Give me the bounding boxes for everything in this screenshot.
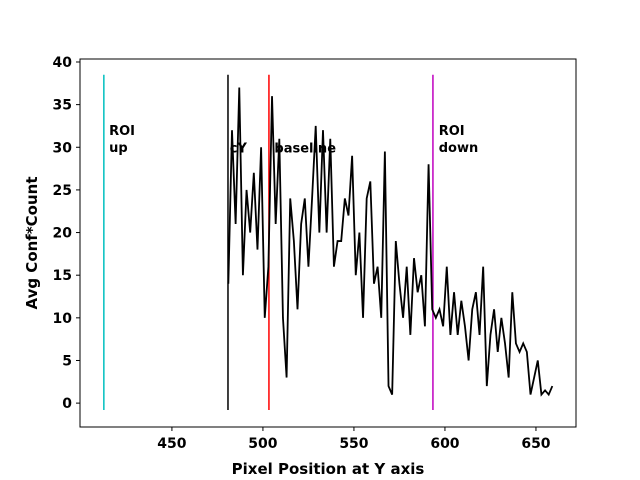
x-axis-label: Pixel Position at Y axis	[232, 460, 425, 478]
y-tick-label: 0	[62, 396, 72, 412]
data-line	[227, 87, 554, 397]
y-axis-label: Avg Conf*Count	[23, 176, 41, 309]
annotation-line: up	[109, 141, 128, 156]
annotation: baseline	[274, 141, 336, 156]
x-tick-label: 450	[157, 436, 186, 452]
y-tick-label: 35	[53, 98, 72, 114]
x-tick-label: 550	[339, 436, 368, 452]
annotation: ROI down	[439, 124, 479, 156]
y-tick-label: 25	[53, 183, 72, 199]
annotation-line: baseline	[274, 141, 336, 156]
annotation-line: down	[439, 141, 479, 156]
annotation-line: ROI	[109, 124, 135, 139]
y-tick-label: 5	[62, 353, 72, 369]
x-tick-label: 600	[430, 436, 459, 452]
y-tick-label: 40	[53, 55, 73, 71]
annotation-line: ROI	[439, 124, 465, 139]
annotation: ROI up	[109, 124, 135, 156]
annotation-line: cY	[230, 141, 248, 156]
y-tick-label: 20	[53, 226, 73, 242]
x-tick-label: 500	[248, 436, 277, 452]
plot-frame	[79, 58, 577, 428]
y-tick-label: 30	[53, 140, 73, 156]
y-tick-label: 15	[53, 268, 72, 284]
annotation: cY	[230, 141, 248, 156]
x-tick-label: 650	[521, 436, 550, 452]
y-tick-label: 10	[53, 311, 73, 327]
